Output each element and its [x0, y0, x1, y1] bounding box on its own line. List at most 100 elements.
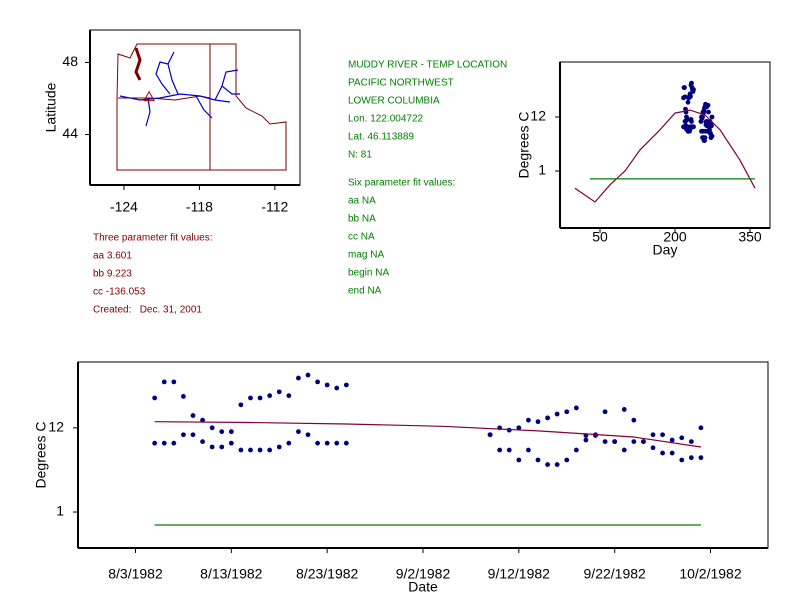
y-tick-label: 12: [48, 419, 64, 435]
data-point: [573, 405, 579, 411]
data-point: [334, 440, 340, 446]
x-tick-label: 9/2/1982: [396, 566, 451, 582]
data-point: [621, 447, 627, 453]
data-point: [200, 417, 205, 423]
data-point: [181, 394, 186, 399]
data-point: [286, 393, 292, 399]
data-point: [190, 432, 196, 438]
data-point: [152, 395, 158, 401]
x-tick-label: -112: [261, 199, 288, 215]
data-point: [324, 382, 330, 388]
data-point: [700, 114, 705, 120]
data-point: [545, 415, 550, 421]
y-tick-label: 44: [62, 125, 78, 141]
data-point: [602, 439, 608, 445]
fit-value: aa 3.601: [93, 251, 132, 262]
y-tick-label: 48: [62, 53, 78, 69]
site-info: Lon. 122.004722: [348, 114, 424, 125]
data-point: [650, 432, 656, 438]
data-point: [593, 433, 598, 438]
data-point: [689, 80, 694, 86]
data-point: [516, 457, 522, 463]
data-point: [219, 429, 225, 435]
x-tick-label: 8/3/1982: [108, 566, 163, 582]
y-tick-label: 1: [538, 162, 546, 178]
fit-line: [154, 421, 701, 448]
data-point: [612, 439, 618, 445]
data-point: [334, 385, 340, 391]
data-point: [683, 119, 688, 124]
data-point: [535, 457, 541, 463]
data-point: [685, 99, 691, 105]
data-point: [516, 425, 522, 431]
x-tick-label: 9/12/1982: [488, 566, 550, 582]
river: [119, 51, 240, 127]
data-point: [650, 445, 656, 451]
data-point: [698, 455, 704, 461]
data-point: [228, 429, 234, 435]
data-point: [506, 447, 512, 453]
x-tick-label: -118: [186, 199, 213, 215]
map-outline: [116, 43, 287, 171]
data-point: [257, 447, 263, 453]
x-tick-label: 8/23/1982: [296, 566, 358, 582]
state-border: [116, 43, 287, 171]
data-point: [343, 440, 349, 446]
data-point: [691, 87, 696, 92]
x-axis-label: Day: [653, 242, 678, 258]
data-point: [305, 432, 311, 438]
data-point: [688, 93, 693, 99]
data-point: [296, 429, 301, 435]
data-point: [181, 432, 186, 438]
data-point: [641, 439, 646, 445]
data-point: [631, 417, 637, 423]
fit-title: Six parameter fit values:: [348, 178, 455, 189]
site-info: PACIFIC NORTHWEST: [348, 78, 454, 89]
data-point: [688, 455, 694, 461]
data-point: [238, 402, 244, 408]
data-point: [315, 379, 320, 385]
y-axis-label: Latitude: [43, 82, 59, 132]
data-point: [679, 435, 685, 441]
data-point: [679, 457, 685, 463]
data-point: [526, 447, 531, 453]
data-point: [691, 124, 696, 130]
data-point: [545, 462, 550, 467]
data-point: [621, 407, 627, 412]
y-tick-label: 1: [56, 503, 64, 519]
data-point: [171, 379, 177, 385]
plot-frame: [89, 29, 301, 186]
data-point: [248, 447, 253, 453]
fit-line: [574, 109, 756, 203]
plot-frame: [77, 361, 769, 549]
fit-value: begin NA: [348, 268, 389, 279]
data-point: [709, 133, 715, 139]
data-point: [660, 450, 665, 456]
data-point: [554, 462, 560, 467]
data-point: [602, 409, 608, 415]
data-point: [682, 85, 687, 90]
data-point: [296, 375, 301, 381]
data-point: [698, 119, 704, 124]
data-point: [554, 411, 560, 417]
data-point: [709, 114, 715, 120]
x-tick-label: 10/2/1982: [679, 566, 741, 582]
data-point: [190, 413, 196, 418]
data-point: [535, 419, 541, 425]
data-point: [660, 432, 665, 438]
data-point: [152, 440, 158, 446]
data-point: [257, 395, 263, 401]
data-point: [276, 389, 282, 395]
data-point: [228, 440, 234, 446]
data-point: [487, 432, 493, 438]
x-tick-label: 9/22/1982: [584, 566, 646, 582]
fit-value: bb NA: [348, 214, 376, 225]
data-point: [669, 437, 675, 443]
data-point: [669, 450, 675, 456]
data-point: [324, 440, 330, 446]
fit-value: end NA: [348, 286, 382, 297]
site-info: N: 81: [348, 150, 372, 161]
x-axis-label: Date: [408, 579, 438, 595]
data-point: [573, 447, 579, 453]
data-point: [564, 457, 570, 463]
